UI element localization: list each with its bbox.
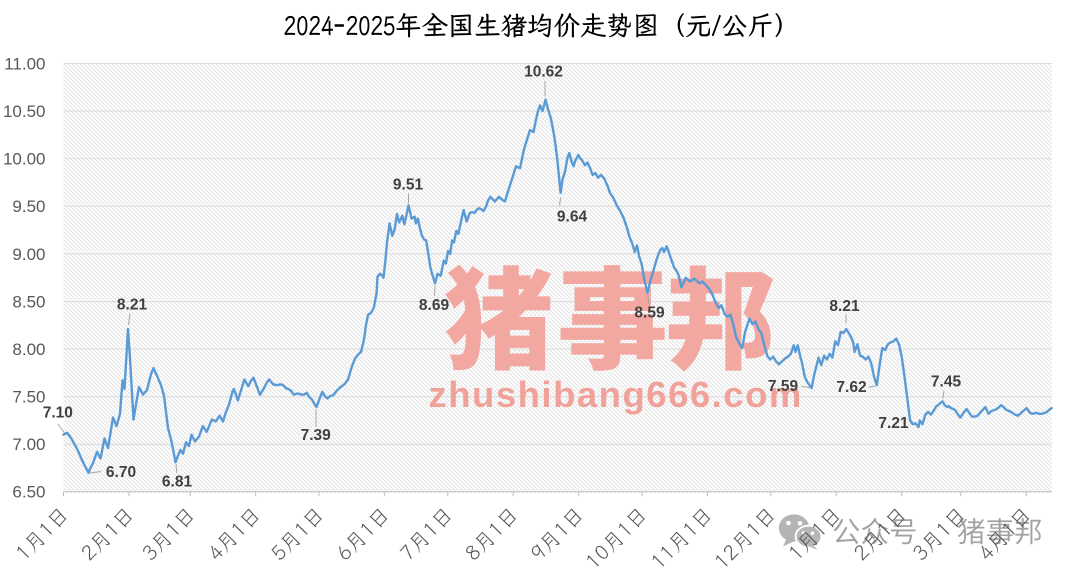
svg-text:7.59: 7.59 bbox=[768, 378, 799, 395]
svg-text:7.10: 7.10 bbox=[43, 405, 73, 422]
svg-text:7.50: 7.50 bbox=[12, 388, 45, 407]
svg-text:8.50: 8.50 bbox=[12, 292, 45, 311]
svg-text:11.00: 11.00 bbox=[4, 54, 45, 73]
svg-text:8.00: 8.00 bbox=[12, 340, 45, 359]
svg-text:8.21: 8.21 bbox=[829, 298, 860, 315]
svg-text:6.70: 6.70 bbox=[106, 464, 136, 481]
svg-text:9.00: 9.00 bbox=[12, 245, 45, 264]
svg-text:7.21: 7.21 bbox=[878, 415, 909, 432]
svg-text:6.50: 6.50 bbox=[12, 483, 45, 502]
svg-text:7.62: 7.62 bbox=[836, 379, 866, 396]
svg-text:9.51: 9.51 bbox=[393, 177, 424, 194]
svg-text:7.45: 7.45 bbox=[931, 374, 962, 391]
svg-text:zhushibang666.com: zhushibang666.com bbox=[429, 374, 803, 415]
svg-text:8.59: 8.59 bbox=[634, 305, 665, 322]
svg-text:10.62: 10.62 bbox=[524, 64, 563, 81]
svg-text:10.00: 10.00 bbox=[3, 150, 46, 169]
svg-text:7.00: 7.00 bbox=[12, 435, 45, 454]
svg-text:10.50: 10.50 bbox=[3, 102, 46, 121]
svg-text:8.69: 8.69 bbox=[419, 297, 450, 314]
svg-text:9.50: 9.50 bbox=[12, 197, 45, 216]
svg-text:8.21: 8.21 bbox=[117, 297, 148, 314]
svg-text:7.39: 7.39 bbox=[301, 427, 332, 444]
svg-text:6.81: 6.81 bbox=[162, 474, 193, 491]
svg-text:9.64: 9.64 bbox=[557, 209, 588, 226]
